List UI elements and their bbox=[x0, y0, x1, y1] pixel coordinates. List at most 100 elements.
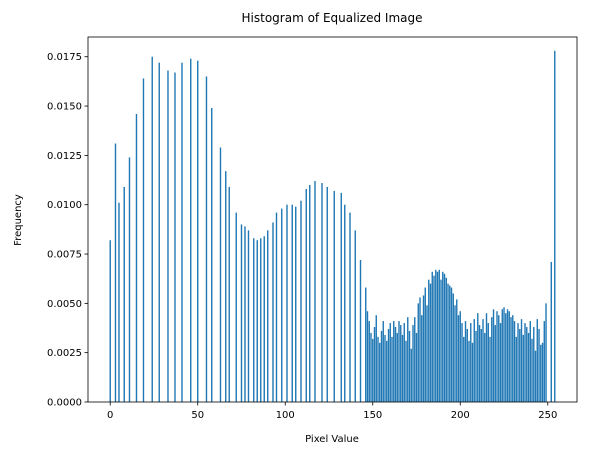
bar bbox=[554, 50, 556, 402]
y-axis-label: Frequency bbox=[13, 194, 24, 246]
bar bbox=[485, 313, 488, 402]
bar bbox=[473, 319, 475, 402]
bar bbox=[275, 212, 278, 402]
bar bbox=[344, 204, 346, 402]
bar bbox=[505, 313, 507, 402]
bar bbox=[421, 315, 423, 402]
bar bbox=[492, 309, 495, 402]
bar bbox=[368, 321, 370, 402]
bar bbox=[510, 317, 512, 402]
bar bbox=[513, 321, 516, 402]
bar bbox=[109, 240, 111, 402]
bar bbox=[197, 60, 199, 403]
x-axis-label: Pixel Value bbox=[305, 434, 359, 445]
bar bbox=[424, 287, 426, 402]
bar bbox=[354, 230, 356, 402]
y-tick-label: 0.0000 bbox=[47, 398, 82, 409]
bar bbox=[445, 277, 447, 402]
x-tick-label: 50 bbox=[191, 410, 204, 421]
bar bbox=[158, 62, 160, 402]
bar bbox=[384, 334, 386, 402]
bar bbox=[295, 206, 297, 402]
bar bbox=[531, 338, 533, 402]
x-tick-label: 200 bbox=[451, 410, 470, 421]
bar bbox=[263, 236, 265, 402]
bar bbox=[417, 303, 419, 402]
bar bbox=[482, 319, 484, 402]
bar bbox=[181, 62, 183, 402]
bar bbox=[408, 330, 411, 402]
bar bbox=[489, 336, 491, 402]
bar bbox=[522, 334, 524, 402]
bar bbox=[534, 350, 537, 402]
bar bbox=[370, 332, 372, 402]
x-tick-label: 250 bbox=[538, 410, 557, 421]
bar bbox=[305, 188, 307, 402]
plot-frame bbox=[87, 36, 578, 403]
bar bbox=[235, 212, 237, 402]
bar bbox=[377, 336, 379, 402]
bar bbox=[524, 323, 526, 402]
bar bbox=[545, 303, 547, 402]
bar bbox=[123, 186, 125, 402]
bar bbox=[426, 305, 428, 402]
bar bbox=[412, 325, 414, 402]
bar bbox=[314, 181, 316, 402]
bar bbox=[450, 287, 453, 402]
bar bbox=[540, 344, 542, 402]
bar bbox=[499, 323, 502, 402]
bar bbox=[400, 325, 402, 402]
bar bbox=[349, 212, 351, 402]
bar bbox=[366, 311, 369, 402]
bar bbox=[491, 317, 493, 402]
bar bbox=[321, 183, 323, 402]
bar bbox=[407, 317, 409, 402]
bar bbox=[382, 321, 384, 402]
bar bbox=[380, 330, 383, 402]
bar bbox=[475, 330, 477, 402]
bar bbox=[480, 329, 482, 402]
bar bbox=[478, 325, 481, 402]
bar bbox=[256, 240, 258, 402]
x-tick-label: 100 bbox=[276, 410, 295, 421]
y-tick-label: 0.0025 bbox=[47, 348, 82, 359]
bar bbox=[286, 204, 288, 402]
y-tick-label: 0.0125 bbox=[47, 151, 82, 162]
bar bbox=[247, 230, 250, 402]
y-tick-label: 0.0150 bbox=[47, 102, 82, 113]
bar bbox=[538, 329, 540, 402]
bar bbox=[520, 319, 523, 402]
bar bbox=[375, 315, 377, 402]
bar bbox=[419, 297, 421, 402]
bar bbox=[359, 259, 362, 402]
bar bbox=[391, 336, 393, 402]
bar bbox=[438, 269, 440, 402]
bar bbox=[526, 327, 528, 402]
bar bbox=[403, 323, 405, 402]
bar bbox=[457, 315, 460, 402]
bar bbox=[291, 204, 293, 402]
bar bbox=[442, 271, 444, 402]
bar bbox=[541, 342, 544, 402]
bar bbox=[393, 321, 395, 402]
y-tick-label: 0.0100 bbox=[47, 200, 82, 211]
bar bbox=[550, 261, 552, 402]
bar bbox=[508, 311, 510, 402]
bar bbox=[515, 336, 517, 402]
bar bbox=[440, 279, 442, 402]
bar bbox=[496, 311, 498, 402]
bar bbox=[470, 323, 472, 402]
bar bbox=[309, 184, 311, 402]
y-tick-label: 0.0075 bbox=[47, 250, 82, 261]
bar bbox=[466, 329, 468, 402]
bar bbox=[396, 332, 398, 402]
bar bbox=[389, 323, 391, 402]
bar bbox=[519, 329, 521, 402]
bar bbox=[436, 271, 439, 402]
bar bbox=[174, 72, 176, 402]
bar bbox=[477, 313, 479, 402]
bar bbox=[211, 108, 213, 402]
bar bbox=[219, 147, 222, 402]
bar bbox=[452, 293, 454, 402]
bar bbox=[118, 202, 120, 402]
